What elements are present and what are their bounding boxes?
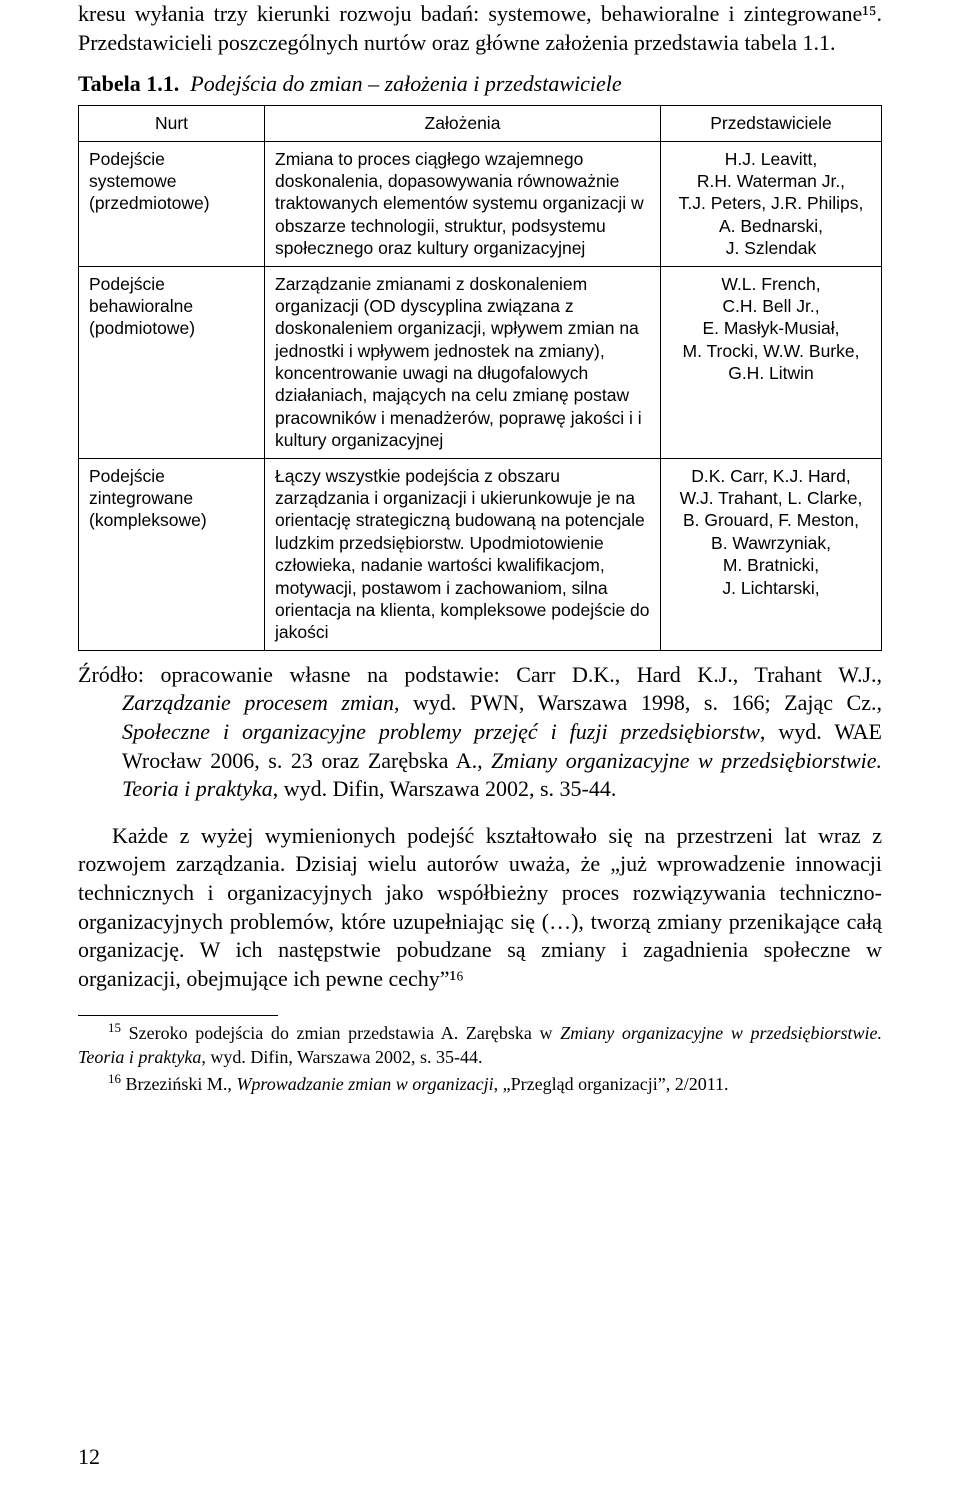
- cell-przedstawiciele: D.K. Carr, K.J. Hard, W.J. Trahant, L. C…: [661, 458, 882, 650]
- th-nurt: Nurt: [79, 106, 265, 141]
- cell-nurt: Podejście zintegrowane (kompleksowe): [79, 458, 265, 650]
- footnote-text: Szeroko podejścia do zmian przedstawia A…: [129, 1023, 561, 1043]
- source-text: , wyd. PWN, Warszawa 1998, s. 166; Zając…: [394, 690, 882, 715]
- footnote-text: , „Przegląd organizacji”, 2/2011.: [494, 1074, 729, 1094]
- table-row: Podejście systemowe (przedmiotowe) Zmian…: [79, 141, 882, 266]
- cell-przedstawiciele: W.L. French, C.H. Bell Jr., E. Masłyk-Mu…: [661, 266, 882, 458]
- footnote-text: , wyd. Difin, Warszawa 2002, s. 35-44.: [201, 1047, 482, 1067]
- cell-zalozenia: Łączy wszystkie podejścia z obszaru zarz…: [265, 458, 661, 650]
- footnote-16: 16 Brzeziński M., Wprowadzanie zmian w o…: [78, 1073, 882, 1096]
- table-caption: Tabela 1.1. Podejścia do zmian – założen…: [78, 71, 882, 97]
- footnote-italic: Wprowadzanie zmian w organizacji: [236, 1074, 493, 1094]
- footnote-marker: 16: [108, 1071, 121, 1086]
- table-row: Podejście zintegrowane (kompleksowe) Łąc…: [79, 458, 882, 650]
- table-caption-title: Podejścia do zmian – założenia i przedst…: [190, 71, 621, 96]
- page-number: 12: [78, 1444, 100, 1470]
- source-text: Źródło: opracowanie własne na podstawie:…: [78, 662, 882, 687]
- th-przedstawiciele: Przedstawiciele: [661, 106, 882, 141]
- table-header-row: Nurt Założenia Przedstawiciele: [79, 106, 882, 141]
- footnote-marker: 15: [108, 1020, 121, 1035]
- table-caption-number: Tabela 1.1.: [78, 71, 179, 96]
- cell-zalozenia: Zarządzanie zmianami z doskonaleniem org…: [265, 266, 661, 458]
- intro-paragraph: kresu wyłania trzy kierunki rozwoju bada…: [78, 0, 882, 57]
- footnote-15: 15 Szeroko podejścia do zmian przedstawi…: [78, 1022, 882, 1069]
- cell-nurt: Podejście behawioralne (podmiotowe): [79, 266, 265, 458]
- cell-zalozenia: Zmiana to proces ciągłego wzajemnego dos…: [265, 141, 661, 266]
- approaches-table: Nurt Założenia Przedstawiciele Podejście…: [78, 105, 882, 651]
- table-source: Źródło: opracowanie własne na podstawie:…: [78, 661, 882, 804]
- table-row: Podejście behawioralne (podmiotowe) Zarz…: [79, 266, 882, 458]
- cell-przedstawiciele: H.J. Leavitt, R.H. Waterman Jr., T.J. Pe…: [661, 141, 882, 266]
- th-zalozenia: Założenia: [265, 106, 661, 141]
- footnote-text: Brzeziński M.,: [125, 1074, 236, 1094]
- cell-nurt: Podejście systemowe (przedmiotowe): [79, 141, 265, 266]
- body-paragraph: Każde z wyżej wymienionych podejść kszta…: [78, 822, 882, 994]
- source-italic: Społeczne i organizacyjne problemy przej…: [122, 719, 760, 744]
- source-text: , wyd. Difin, Warszawa 2002, s. 35-44.: [273, 776, 617, 801]
- footnote-rule: [78, 1015, 278, 1016]
- source-italic: Zarządzanie procesem zmian: [122, 690, 394, 715]
